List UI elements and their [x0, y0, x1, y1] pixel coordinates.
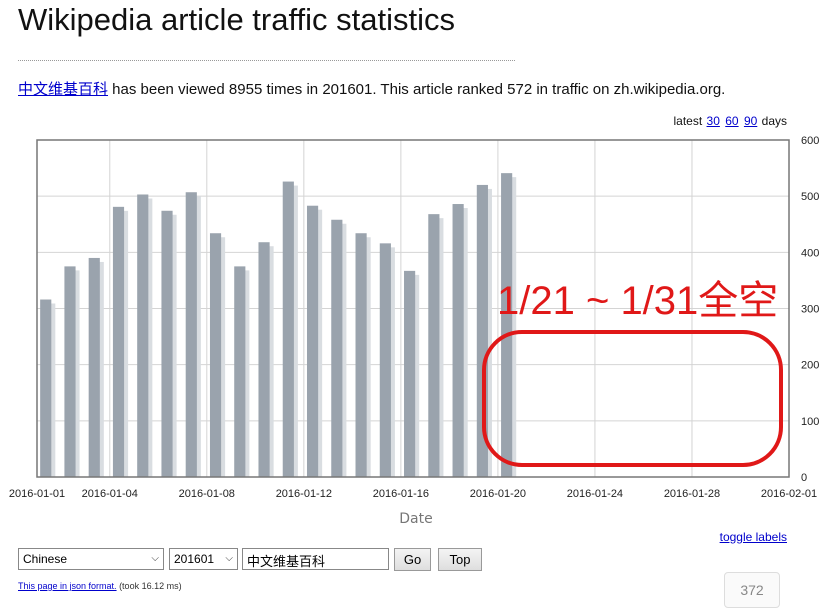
latest-90-link[interactable]: 90 [743, 114, 758, 128]
y-tick-label: 600 [801, 135, 819, 147]
x-tick-label: 2016-01-20 [470, 488, 526, 500]
x-tick-label: 2016-01-01 [9, 488, 65, 500]
traffic-chart: 0 100 200 300 400 500 600 2016-01-01 2016-01-04 2… [9, 135, 820, 527]
bar [161, 210, 173, 477]
bar [331, 219, 343, 478]
timing-text: (took 16.12 ms) [116, 581, 182, 591]
chevron-down-icon: ⌵ [151, 553, 159, 564]
x-axis-title: Date [399, 511, 432, 527]
bar [112, 206, 125, 478]
go-button[interactable]: Go [394, 548, 431, 571]
toggle-labels-link[interactable]: toggle labels [719, 530, 787, 544]
days-label: days [761, 114, 787, 128]
x-tick-label: 2016-01-12 [276, 488, 332, 500]
language-select-value: Chinese [23, 552, 68, 566]
latest-days-selector: latest 30 60 90 days [674, 114, 788, 128]
language-select[interactable]: Chinese ⌵ [18, 548, 164, 570]
y-tick-label: 200 [801, 360, 819, 372]
bar [404, 270, 416, 477]
latest-label: latest [673, 114, 703, 128]
bar [282, 181, 294, 477]
month-select-value: 201601 [174, 552, 215, 566]
footer: This page in json format. (took 16.12 ms… [18, 581, 182, 591]
summary-text: has been viewed 8955 times in 201601. Th… [108, 81, 726, 98]
x-tick-label: 2016-01-24 [567, 488, 623, 500]
bar [64, 266, 76, 477]
bar [258, 242, 270, 477]
bar [355, 233, 367, 477]
rank-badge: 372 [724, 572, 780, 608]
bar [40, 299, 52, 477]
y-tick-label: 300 [801, 304, 819, 316]
bar [452, 204, 464, 477]
month-select[interactable]: 201601 ⌵ [169, 548, 238, 570]
x-tick-label: 2016-01-28 [664, 488, 720, 500]
top-button[interactable]: Top [438, 548, 482, 571]
traffic-summary: 中文维基百科 has been viewed 8955 times in 201… [18, 78, 725, 99]
y-tick-label: 0 [801, 472, 807, 484]
bar [476, 184, 488, 477]
bar [428, 214, 440, 477]
bar [209, 233, 222, 477]
article-link[interactable]: 中文维基百科 [18, 81, 109, 98]
x-tick-label: 2016-01-08 [179, 488, 235, 500]
y-tick-label: 100 [801, 416, 819, 428]
y-tick-label: 500 [801, 191, 819, 203]
bar [379, 243, 391, 477]
bar [306, 205, 319, 477]
latest-60-link[interactable]: 60 [725, 114, 739, 128]
bar [185, 192, 197, 478]
bar [234, 266, 246, 477]
annotation-outline [482, 330, 783, 467]
y-tick-label: 400 [801, 247, 819, 259]
article-input[interactable]: 中文维基百科 [242, 548, 389, 570]
x-tick-label: 2016-01-16 [373, 488, 429, 500]
json-format-link[interactable]: This page in json format. [18, 581, 117, 591]
title-divider [18, 60, 515, 61]
annotation-text: 1/21 ~ 1/31全空 [497, 279, 778, 323]
plot-frame [36, 139, 790, 478]
chevron-down-icon: ⌵ [225, 553, 233, 564]
x-tick-label: 2016-01-04 [82, 488, 138, 500]
latest-30-link[interactable]: 30 [706, 114, 720, 128]
bar [501, 173, 513, 477]
bar [88, 257, 100, 477]
bar [137, 194, 149, 477]
page-title: Wikipedia article traffic statistics [18, 2, 455, 37]
x-tick-label: 2016-02-01 [761, 488, 817, 500]
